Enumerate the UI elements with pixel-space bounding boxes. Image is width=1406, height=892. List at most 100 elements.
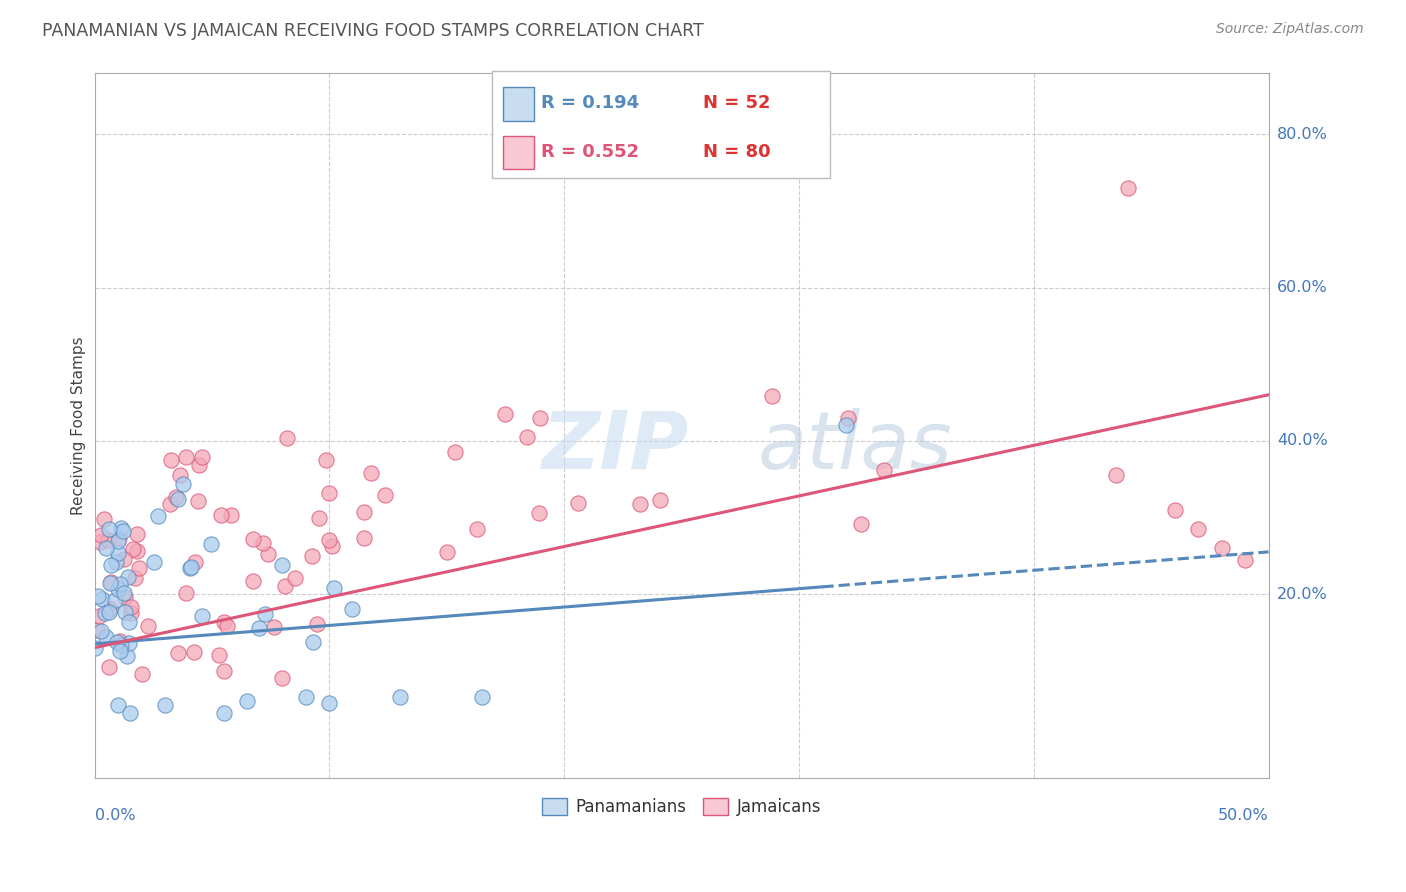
Text: atlas: atlas [758, 408, 953, 485]
Point [263, 620, 285, 634]
Point [174, 450, 197, 464]
Point [160, 453, 183, 467]
Text: N = 80: N = 80 [703, 143, 770, 161]
Point [166, 491, 188, 506]
Point [136, 618, 159, 632]
Point [87, 609, 110, 624]
Point [107, 698, 129, 713]
Point [98, 575, 121, 590]
Point [148, 508, 170, 523]
Point [117, 636, 139, 650]
Point [90, 591, 112, 606]
Point [252, 536, 274, 550]
Text: 50.0%: 50.0% [1218, 808, 1268, 823]
Point [108, 576, 131, 591]
Point [256, 547, 278, 561]
Point [436, 545, 458, 559]
Point [93, 512, 115, 526]
Point [153, 698, 176, 713]
Point [374, 488, 396, 502]
Point [180, 559, 202, 574]
Point [142, 555, 165, 569]
Text: PANAMANIAN VS JAMAICAN RECEIVING FOOD STAMPS CORRELATION CHART: PANAMANIAN VS JAMAICAN RECEIVING FOOD ST… [42, 22, 704, 40]
Point [851, 517, 873, 532]
Point [318, 696, 340, 710]
Point [159, 497, 181, 511]
Point [98, 602, 121, 616]
Point [97, 605, 120, 619]
Point [340, 602, 363, 616]
Y-axis label: Receiving Food Stamps: Receiving Food Stamps [72, 336, 86, 515]
Point [90, 528, 112, 542]
Point [212, 664, 235, 678]
Point [494, 407, 516, 421]
Point [443, 445, 465, 459]
Text: ZIP: ZIP [541, 408, 688, 485]
Point [321, 540, 343, 554]
Point [1211, 541, 1233, 555]
Point [1105, 468, 1128, 483]
Point [1116, 181, 1139, 195]
Point [120, 600, 142, 615]
Point [527, 506, 550, 520]
Point [254, 607, 277, 621]
Point [873, 463, 896, 477]
Point [212, 615, 235, 629]
Point [100, 574, 122, 589]
Point [110, 638, 132, 652]
Text: 40.0%: 40.0% [1277, 434, 1327, 449]
Point [284, 571, 307, 585]
Point [322, 581, 344, 595]
Point [242, 532, 264, 546]
Text: Source: ZipAtlas.com: Source: ZipAtlas.com [1216, 22, 1364, 37]
Point [271, 671, 294, 685]
Point [94, 630, 117, 644]
Point [97, 533, 120, 547]
Point [207, 648, 229, 663]
Point [315, 453, 337, 467]
Point [98, 523, 121, 537]
Point [114, 590, 136, 604]
Point [131, 667, 153, 681]
Point [103, 593, 125, 607]
Point [86, 624, 108, 638]
Point [87, 589, 110, 603]
Point [209, 508, 232, 522]
Point [308, 510, 330, 524]
Point [1234, 552, 1257, 566]
Point [301, 634, 323, 648]
Point [125, 526, 148, 541]
Point [110, 634, 132, 648]
Point [318, 486, 340, 500]
Point [112, 551, 135, 566]
Point [108, 644, 131, 658]
Point [120, 607, 142, 621]
Point [648, 492, 671, 507]
Point [167, 646, 190, 660]
Text: N = 52: N = 52 [703, 95, 770, 112]
Point [117, 648, 139, 663]
Point [112, 524, 135, 538]
Point [219, 508, 242, 522]
Point [165, 490, 187, 504]
Point [360, 467, 382, 481]
Point [179, 561, 201, 575]
Point [1163, 502, 1185, 516]
Point [837, 410, 859, 425]
Text: 0.0%: 0.0% [94, 808, 135, 823]
Point [190, 450, 212, 464]
Point [200, 536, 222, 550]
Point [104, 555, 127, 569]
Point [112, 586, 135, 600]
Point [353, 531, 375, 545]
Point [114, 605, 136, 619]
Point [188, 458, 211, 472]
Point [110, 521, 132, 535]
Point [835, 418, 858, 433]
Point [215, 618, 238, 632]
Point [301, 549, 323, 563]
Point [516, 430, 538, 444]
Point [295, 690, 318, 705]
Text: R = 0.552: R = 0.552 [541, 143, 640, 161]
Point [89, 535, 111, 549]
